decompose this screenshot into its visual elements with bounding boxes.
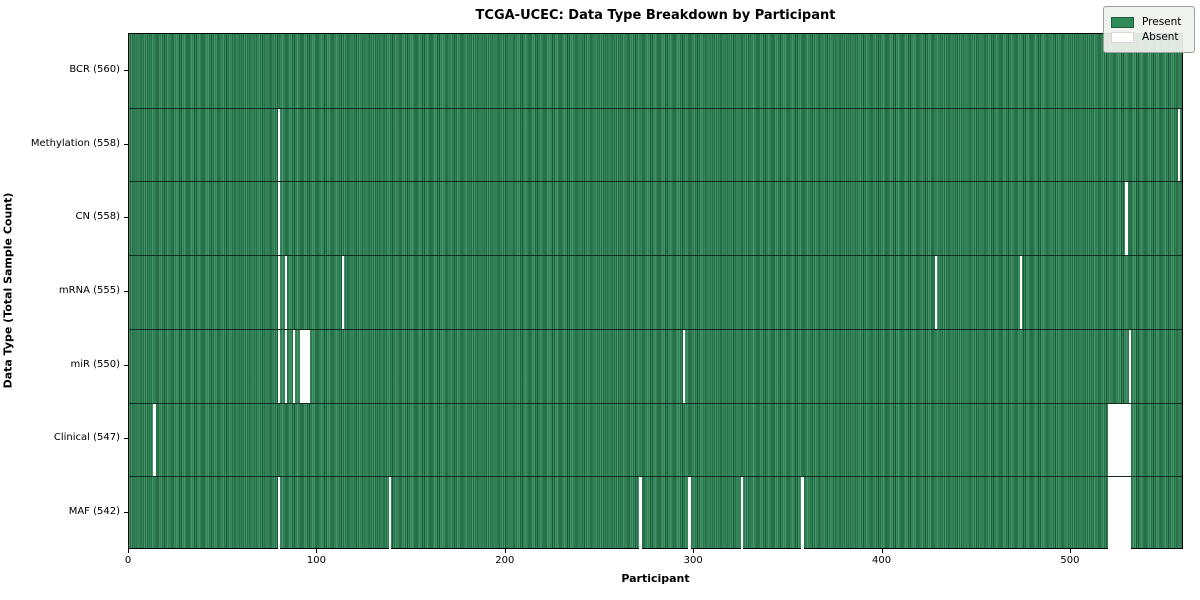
x-tick-label: 0 [124, 555, 132, 566]
absent-cell [1108, 477, 1111, 550]
heatmap-row-clinical [129, 402, 1182, 477]
absent-cell [1112, 403, 1115, 477]
legend: Present Absent [1103, 6, 1195, 53]
absent-cell [292, 329, 295, 403]
plot-area [128, 33, 1183, 550]
legend-label-absent: Absent [1142, 31, 1179, 43]
y-axis-tick [124, 217, 128, 219]
x-tick-label: 200 [495, 555, 515, 566]
absent-cell [1110, 403, 1113, 477]
y-axis-tick [124, 69, 128, 71]
heatmap-row-maf [129, 476, 1182, 550]
x-axis-tick [128, 549, 129, 553]
absent-cell [285, 329, 288, 403]
absent-cell [285, 256, 288, 329]
absent-cell [1129, 329, 1132, 403]
absent-cell [1119, 403, 1123, 477]
absent-cell [277, 477, 280, 550]
absent-cell [1127, 477, 1130, 550]
legend-label-present: Present [1142, 16, 1182, 28]
absent-cell [1114, 403, 1117, 477]
absent-cell [1123, 403, 1126, 477]
legend-item-absent: Absent [1111, 31, 1186, 43]
absent-cell [1129, 477, 1132, 550]
absent-cell [300, 329, 303, 403]
absent-cell [305, 329, 309, 403]
heatmap-row-bcr [129, 34, 1182, 108]
absent-cell [1019, 256, 1023, 329]
y-axis-tick [124, 143, 128, 145]
absent-cell [388, 477, 392, 550]
y-axis-tick [124, 438, 128, 440]
y-tick-label-methylation: Methylation (558) [30, 137, 120, 149]
absent-cell [682, 329, 685, 403]
absent-cell [1178, 108, 1181, 182]
x-tick-label: 500 [1060, 555, 1080, 566]
absent-cell [1117, 477, 1121, 550]
present-swatch-icon [1111, 16, 1134, 28]
absent-cell [153, 403, 156, 477]
absent-cell [688, 477, 691, 550]
y-tick-label-bcr: BCR (560) [69, 63, 120, 75]
y-tick-label-maf: MAF (542) [68, 506, 120, 518]
y-tick-label-cn: CN (558) [75, 211, 120, 223]
absent-cell [801, 477, 804, 550]
absent-cell [277, 108, 280, 182]
heatmap-row-mir [129, 328, 1182, 403]
absent-cell [277, 329, 280, 403]
x-tick-label: 300 [683, 555, 703, 566]
absent-cell [1112, 477, 1115, 550]
absent-swatch-icon [1111, 31, 1134, 43]
legend-item-present: Present [1111, 16, 1186, 28]
y-tick-label-mir: miR (550) [70, 358, 120, 370]
x-axis-tick [881, 549, 883, 553]
x-axis-tick [316, 549, 318, 553]
chart-title: TCGA-UCEC: Data Type Breakdown by Partic… [475, 8, 836, 23]
y-tick-label-clinical: Clinical (547) [53, 432, 120, 444]
absent-cell [1125, 477, 1128, 550]
x-axis-tick [504, 549, 506, 553]
absent-cell [1110, 477, 1113, 550]
absent-cell [1127, 403, 1130, 477]
y-axis-tick [124, 364, 128, 366]
x-tick-label: 400 [872, 555, 892, 566]
absent-cell [307, 329, 311, 403]
x-axis-label: Participant [621, 572, 690, 585]
absent-cell [1121, 477, 1124, 550]
absent-cell [1129, 403, 1132, 477]
y-axis-tick [124, 291, 128, 292]
y-tick-label-mrna: mRNA (555) [58, 285, 120, 296]
absent-cell [304, 329, 307, 403]
absent-cell [935, 256, 938, 329]
absent-cell [1125, 182, 1128, 256]
absent-cell [1119, 477, 1123, 550]
absent-cell [277, 182, 280, 256]
absent-cell [1114, 477, 1117, 550]
absent-cell [1108, 403, 1111, 477]
absent-cell [1125, 403, 1128, 477]
x-axis-tick [1069, 549, 1071, 553]
absent-cell [639, 477, 642, 550]
absent-cell [1123, 477, 1126, 550]
absent-cell [1121, 403, 1124, 477]
absent-cell [341, 256, 344, 329]
x-tick-label: 100 [306, 555, 326, 566]
heatmap-row-cn [129, 181, 1182, 256]
absent-cell [1115, 403, 1119, 477]
absent-cell [302, 329, 305, 403]
x-axis-tick [693, 549, 695, 553]
heatmap-row-methylation [129, 107, 1182, 182]
absent-cell [1115, 477, 1119, 550]
absent-cell [1117, 403, 1121, 477]
y-axis-tick [124, 512, 128, 514]
heatmap-row-mrna [129, 255, 1182, 329]
absent-cell [741, 477, 744, 550]
absent-cell [277, 256, 280, 329]
